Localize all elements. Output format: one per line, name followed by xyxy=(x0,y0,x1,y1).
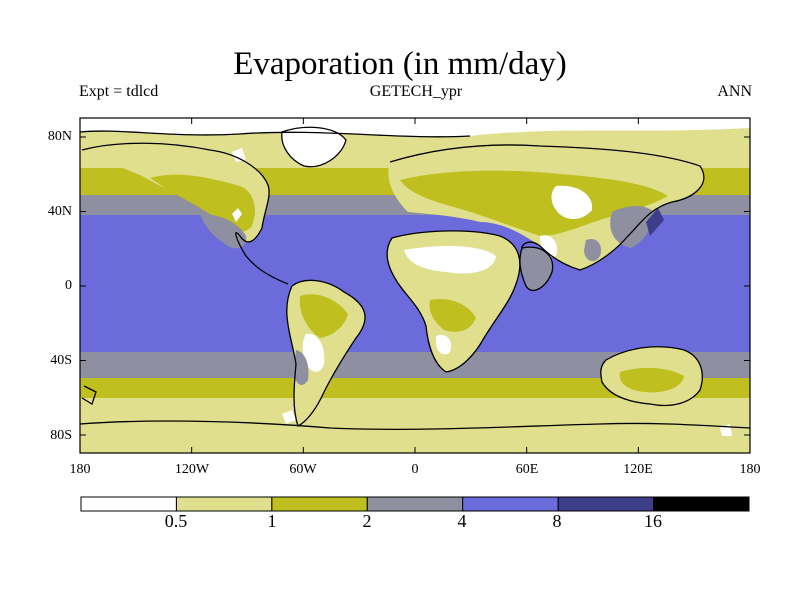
colorbar-swatch xyxy=(557,496,655,512)
colorbar-label: 16 xyxy=(644,511,662,531)
colorbar xyxy=(80,496,750,512)
lat-label-0: 0 xyxy=(65,278,72,293)
coastlines xyxy=(80,126,750,430)
colorbar-label: 2 xyxy=(362,511,372,531)
season-label: ANN xyxy=(717,83,752,100)
dataset-label: GETECH_ypr xyxy=(369,83,463,100)
lon-label-120e: 120E xyxy=(623,462,653,477)
lon-label-180w: 180 xyxy=(69,462,91,477)
map-title: Evaporation (in mm/day) xyxy=(233,46,567,82)
lat-label-40n: 40N xyxy=(47,204,72,219)
colorbar-label: 8 xyxy=(552,511,562,531)
colorbar-label: 1 xyxy=(267,511,277,531)
colorbar-swatch xyxy=(175,496,273,512)
lon-label-0: 0 xyxy=(411,462,419,477)
lon-label-60e: 60E xyxy=(515,462,539,477)
axis-ticks xyxy=(79,118,751,453)
lon-label-60w: 60W xyxy=(289,462,317,477)
experiment-label: Expt = tdlcd xyxy=(79,83,159,100)
colorbar-swatch xyxy=(366,496,464,512)
colorbar-swatch xyxy=(271,496,368,512)
lat-label-80n: 80N xyxy=(47,129,72,144)
lat-label-80s: 80S xyxy=(50,428,72,443)
lon-label-180e: 180 xyxy=(739,462,761,477)
lon-label-120w: 120W xyxy=(174,462,210,477)
colorbar-swatch xyxy=(462,496,559,512)
evaporation-field xyxy=(80,118,750,453)
colorbar-swatch xyxy=(80,496,177,512)
colorbar-label: 4 xyxy=(457,511,467,531)
colorbar-swatch xyxy=(653,496,750,512)
colorbar-label: 0.5 xyxy=(164,511,188,531)
lat-label-40s: 40S xyxy=(50,353,72,368)
